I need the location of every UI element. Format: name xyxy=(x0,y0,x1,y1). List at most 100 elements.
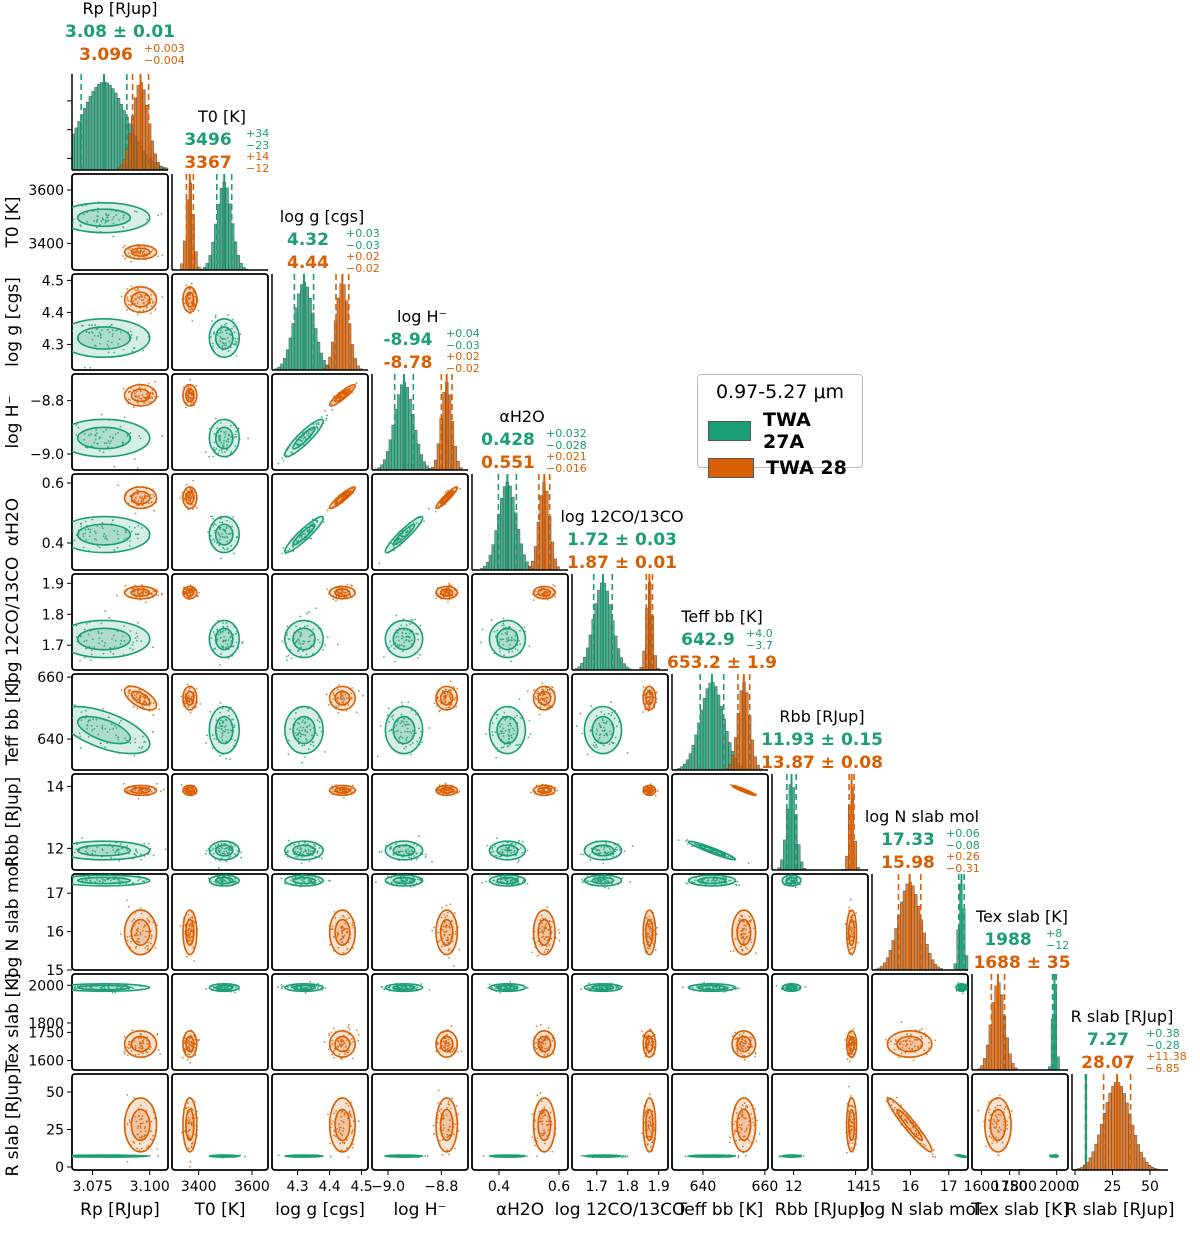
sample-point-twa27a xyxy=(400,701,403,704)
sample-point-twa27a xyxy=(411,850,413,853)
hist-bar-twa27a-alpha xyxy=(508,485,512,571)
sample-point-twa27a xyxy=(299,643,302,646)
panel-content xyxy=(383,582,459,663)
sample-point-twa27a xyxy=(226,729,229,731)
sample-point-twa27a xyxy=(122,214,125,217)
sample-point-twa28 xyxy=(641,694,644,697)
sample-point-twa28 xyxy=(448,598,451,601)
sample-point-twa27a xyxy=(131,648,134,651)
panel-frame xyxy=(471,773,569,871)
sample-point-twa27a xyxy=(226,456,229,458)
sample-point-twa28 xyxy=(132,706,135,708)
sample-point-twa27a xyxy=(86,220,88,223)
sample-point-twa27a xyxy=(384,845,387,847)
panel-co-logg xyxy=(271,573,369,671)
sample-point-twa28 xyxy=(145,789,147,792)
sample-point-twa27a xyxy=(509,718,512,721)
sample-point-twa27a xyxy=(409,853,412,855)
sample-point-twa28 xyxy=(642,689,645,692)
sample-point-twa28 xyxy=(347,704,350,706)
sample-point-twa28 xyxy=(446,493,449,496)
sample-point-twa28 xyxy=(191,917,194,919)
sample-point-twa27a xyxy=(107,440,110,442)
sample-point-twa27a xyxy=(79,746,82,749)
sample-point-twa27a xyxy=(219,526,222,529)
hist-bar-twa27a-logg xyxy=(288,337,292,371)
sample-point-twa27a xyxy=(401,635,404,637)
sample-point-twa28 xyxy=(128,785,131,788)
sample-point-twa28 xyxy=(120,933,122,935)
sample-point-twa27a xyxy=(100,220,103,223)
sample-point-twa27a xyxy=(575,725,578,728)
sample-point-twa27a xyxy=(97,630,100,633)
sample-point-twa27a xyxy=(230,450,233,453)
sample-point-twa28 xyxy=(151,302,154,304)
sample-point-twa27a xyxy=(402,720,405,723)
sample-point-twa28 xyxy=(136,399,139,402)
sample-point-twa27a xyxy=(287,753,290,756)
sample-point-twa28 xyxy=(140,594,143,597)
sample-point-twa27a xyxy=(213,633,216,635)
sample-point-twa27a xyxy=(98,331,101,334)
hist-bar-twa27a-Rp xyxy=(88,96,92,171)
sample-point-twa27a xyxy=(103,718,106,721)
sample-point-twa27a xyxy=(389,640,392,643)
sample-point-twa28 xyxy=(532,591,535,594)
sample-point-twa28 xyxy=(343,704,346,707)
sample-point-twa27a xyxy=(89,528,92,531)
sample-point-twa27a xyxy=(149,847,152,850)
sample-point-twa28 xyxy=(193,590,196,592)
sample-point-twa28 xyxy=(145,793,148,795)
sample-point-twa27a xyxy=(299,846,302,849)
sample-point-twa27a xyxy=(85,847,88,850)
sample-point-twa27a xyxy=(315,879,317,882)
sample-point-twa28 xyxy=(340,495,343,498)
sample-point-twa28 xyxy=(194,793,197,796)
sample-point-twa28 xyxy=(142,499,145,501)
sample-point-twa27a xyxy=(518,839,521,842)
sample-point-twa27a xyxy=(280,877,283,880)
sample-point-twa27a xyxy=(112,634,115,637)
sample-point-twa27a xyxy=(119,843,122,846)
sample-point-twa27a xyxy=(219,332,221,334)
sample-point-twa27a xyxy=(322,879,325,881)
sample-point-twa28 xyxy=(643,786,645,789)
sample-point-twa28 xyxy=(189,312,192,315)
sample-point-twa28 xyxy=(344,693,347,696)
sample-point-twa27a xyxy=(402,636,405,639)
sample-point-twa27a xyxy=(285,455,287,458)
sample-point-twa27a xyxy=(104,858,107,861)
sample-point-twa27a xyxy=(399,656,402,658)
sample-point-twa27a xyxy=(229,853,232,856)
sample-point-twa28 xyxy=(339,703,341,706)
sample-point-twa27a xyxy=(230,849,232,851)
sample-point-twa27a xyxy=(501,624,504,627)
sample-point-twa27a xyxy=(151,730,154,733)
sample-point-twa27a xyxy=(212,524,215,527)
sample-point-twa27a xyxy=(164,848,167,851)
sample-point-twa28 xyxy=(449,693,452,696)
panel-alpha-logg xyxy=(271,473,369,571)
sample-point-twa28 xyxy=(449,790,452,793)
sample-point-twa28 xyxy=(440,498,443,501)
sample-point-twa28 xyxy=(181,790,184,793)
sample-point-twa27a xyxy=(387,551,390,554)
sample-point-twa28 xyxy=(188,495,191,498)
sample-point-twa27a xyxy=(235,632,237,635)
sample-point-twa28 xyxy=(195,497,198,500)
sample-point-twa27a xyxy=(297,638,299,641)
sample-point-twa28 xyxy=(191,503,194,506)
sample-point-twa28 xyxy=(133,923,136,926)
sample-point-twa27a xyxy=(208,455,211,458)
sample-point-twa28 xyxy=(352,947,354,950)
sample-point-twa27a xyxy=(408,521,411,524)
sample-point-twa27a xyxy=(411,742,414,744)
sample-point-twa27a xyxy=(601,719,604,722)
sample-point-twa27a xyxy=(135,854,137,857)
panel-teff-alpha xyxy=(471,673,569,771)
sample-point-twa28 xyxy=(192,706,194,709)
sample-point-twa27a xyxy=(110,856,113,859)
sample-point-twa27a xyxy=(604,729,606,732)
sample-point-twa27a xyxy=(412,851,415,854)
sample-point-twa28 xyxy=(184,792,187,794)
